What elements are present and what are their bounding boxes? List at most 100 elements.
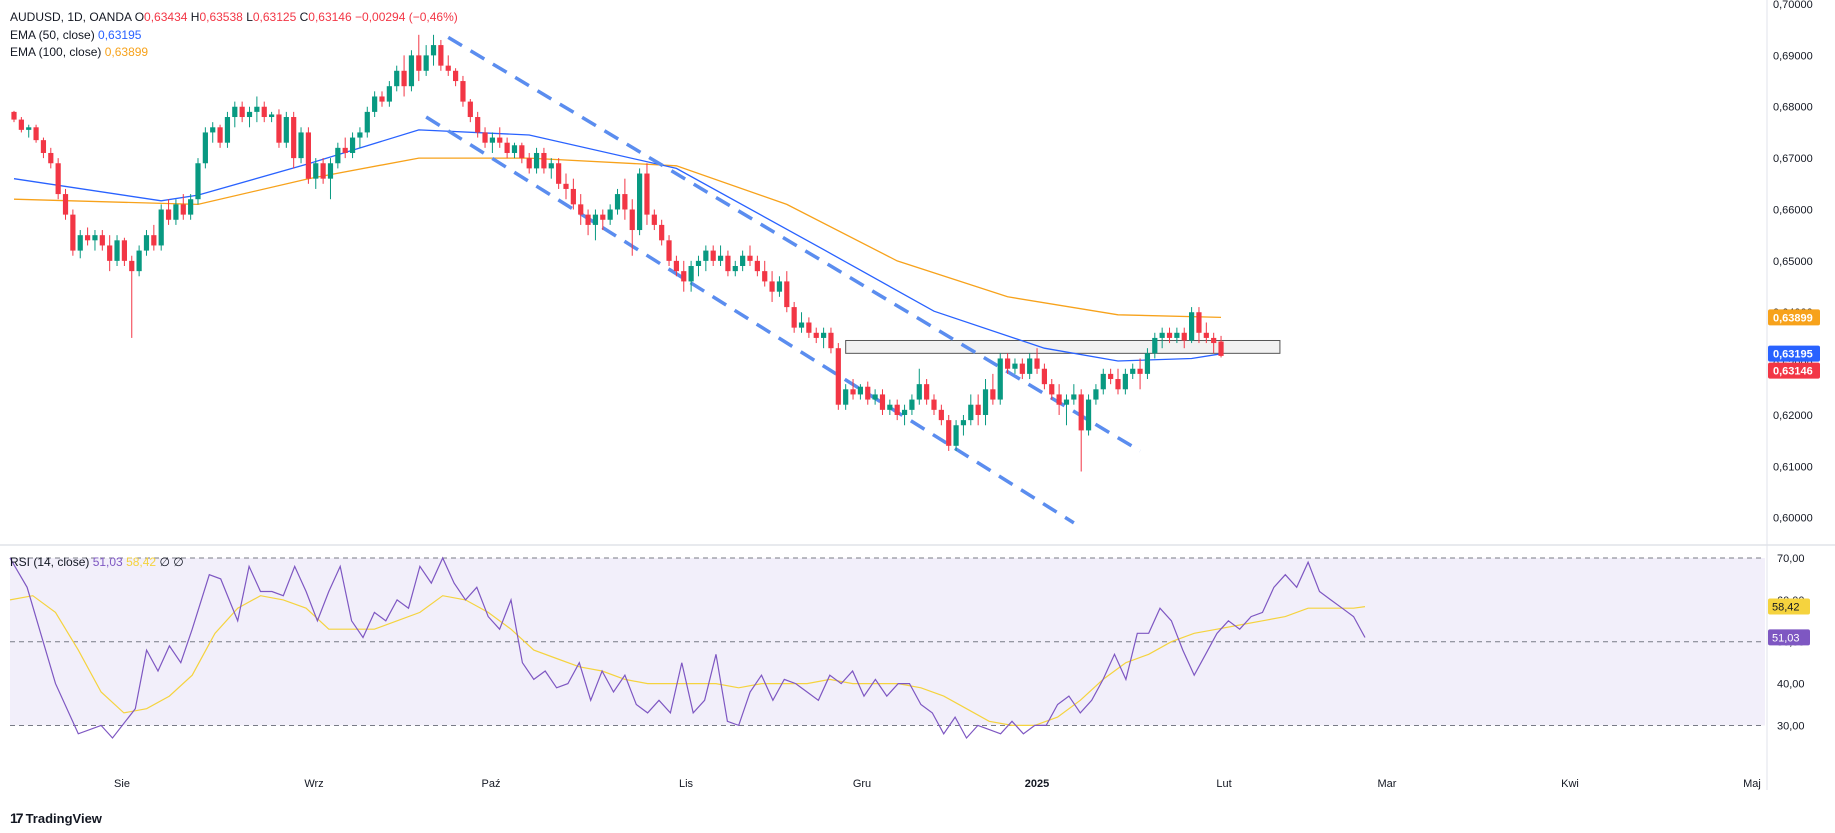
candle (423, 45, 429, 76)
candle (1137, 358, 1143, 390)
candle (372, 91, 378, 118)
candle-body (195, 163, 201, 200)
candle-body (497, 137, 503, 143)
candle-body (695, 260, 702, 266)
ema100-legend[interactable]: EMA (100, close) 0,63899 (10, 45, 148, 59)
candle-body (246, 111, 253, 118)
candle (1152, 332, 1158, 359)
candle (497, 127, 503, 148)
rsi-legend[interactable]: RSI (14, close) 51,03 58,42 ∅ ∅ (10, 555, 184, 569)
candle-body (1211, 337, 1217, 344)
candle (460, 75, 466, 107)
candle-body (791, 307, 797, 328)
candle (313, 158, 319, 189)
candle (269, 111, 275, 123)
candle-body (1122, 373, 1128, 390)
candle-body (136, 250, 142, 272)
candle (887, 399, 893, 415)
candle-body (394, 70, 400, 87)
ema100-label: EMA (100, close) (10, 45, 102, 59)
candle (26, 124, 32, 138)
candle-body (887, 404, 893, 410)
candle (725, 250, 731, 277)
rsi-line (9, 556, 1366, 740)
candle-body (776, 281, 783, 292)
candle-body (857, 386, 863, 395)
open-label: O (134, 10, 145, 24)
candle-body (614, 194, 621, 210)
candle-body (1100, 373, 1106, 390)
candle (703, 245, 709, 272)
candle (99, 230, 105, 251)
candle-body (504, 142, 510, 153)
candle-body (953, 425, 959, 446)
candle-body (835, 348, 841, 405)
candle (357, 127, 363, 148)
candle-body (541, 152, 547, 169)
candle-body (129, 260, 135, 272)
candle-body (401, 70, 407, 87)
x-tick-label: Lis (679, 778, 694, 790)
candle-body (1218, 341, 1224, 356)
candle (901, 404, 908, 426)
symbol-title[interactable]: AUDUSD, 1D, OANDA (10, 10, 132, 24)
candle (924, 379, 930, 405)
candle-body (379, 96, 385, 102)
ema50-value: 0,63195 (98, 28, 142, 42)
candle-body (224, 117, 231, 143)
price-last-label: 0,63195 (1773, 349, 1813, 361)
candle (261, 101, 267, 123)
candle (968, 394, 974, 426)
candle (342, 137, 348, 159)
candle (33, 124, 39, 143)
candle-body (710, 250, 716, 261)
price-last-label: 0,63146 (1773, 366, 1813, 378)
candle-body (1049, 384, 1055, 395)
candle (239, 101, 245, 123)
candle-body (291, 117, 297, 159)
rsi-last-label: 51,03 (1772, 632, 1800, 644)
candle (121, 237, 127, 266)
candle (960, 414, 967, 436)
candle (1108, 368, 1114, 385)
candle (1159, 327, 1165, 349)
candle-body (107, 245, 113, 261)
candle (386, 81, 392, 107)
candle (1027, 353, 1033, 380)
channel-lower-line (425, 115, 1075, 525)
rsi-last-label: 58,42 (1772, 601, 1800, 613)
price-plot (11, 34, 1281, 525)
tradingview-logo[interactable]: 17 TradingView (10, 810, 102, 826)
rsi-extra: ∅ ∅ (159, 555, 184, 569)
candle (438, 39, 444, 71)
candle-body (960, 420, 967, 426)
candle-body (1130, 368, 1136, 374)
candle (681, 260, 687, 292)
candle-body (570, 188, 576, 205)
candle (732, 260, 738, 277)
candle (798, 312, 805, 333)
candle (305, 127, 311, 184)
rsi-ma-value: 58,42 (126, 555, 157, 569)
candle (600, 209, 606, 231)
ema50-legend[interactable]: EMA (50, close) 0,63195 (10, 28, 141, 42)
price-last-badge (1768, 345, 1820, 362)
candle-body (526, 158, 532, 169)
candle-body (151, 235, 157, 246)
candle-body (40, 140, 47, 153)
candle-body (850, 389, 856, 395)
high-value: 0,63538 (199, 10, 243, 24)
candle (894, 399, 900, 421)
x-tick-label: Kwi (1561, 778, 1579, 790)
candle (298, 127, 304, 164)
price-last-badge (1768, 362, 1820, 379)
candle (659, 219, 665, 246)
candle (541, 147, 547, 174)
candle (909, 394, 915, 415)
price-tick-label: 0,68000 (1773, 102, 1813, 114)
x-tick-label: Maj (1743, 778, 1761, 790)
candle (865, 381, 871, 405)
candle-body (519, 145, 525, 159)
candle (335, 142, 341, 169)
